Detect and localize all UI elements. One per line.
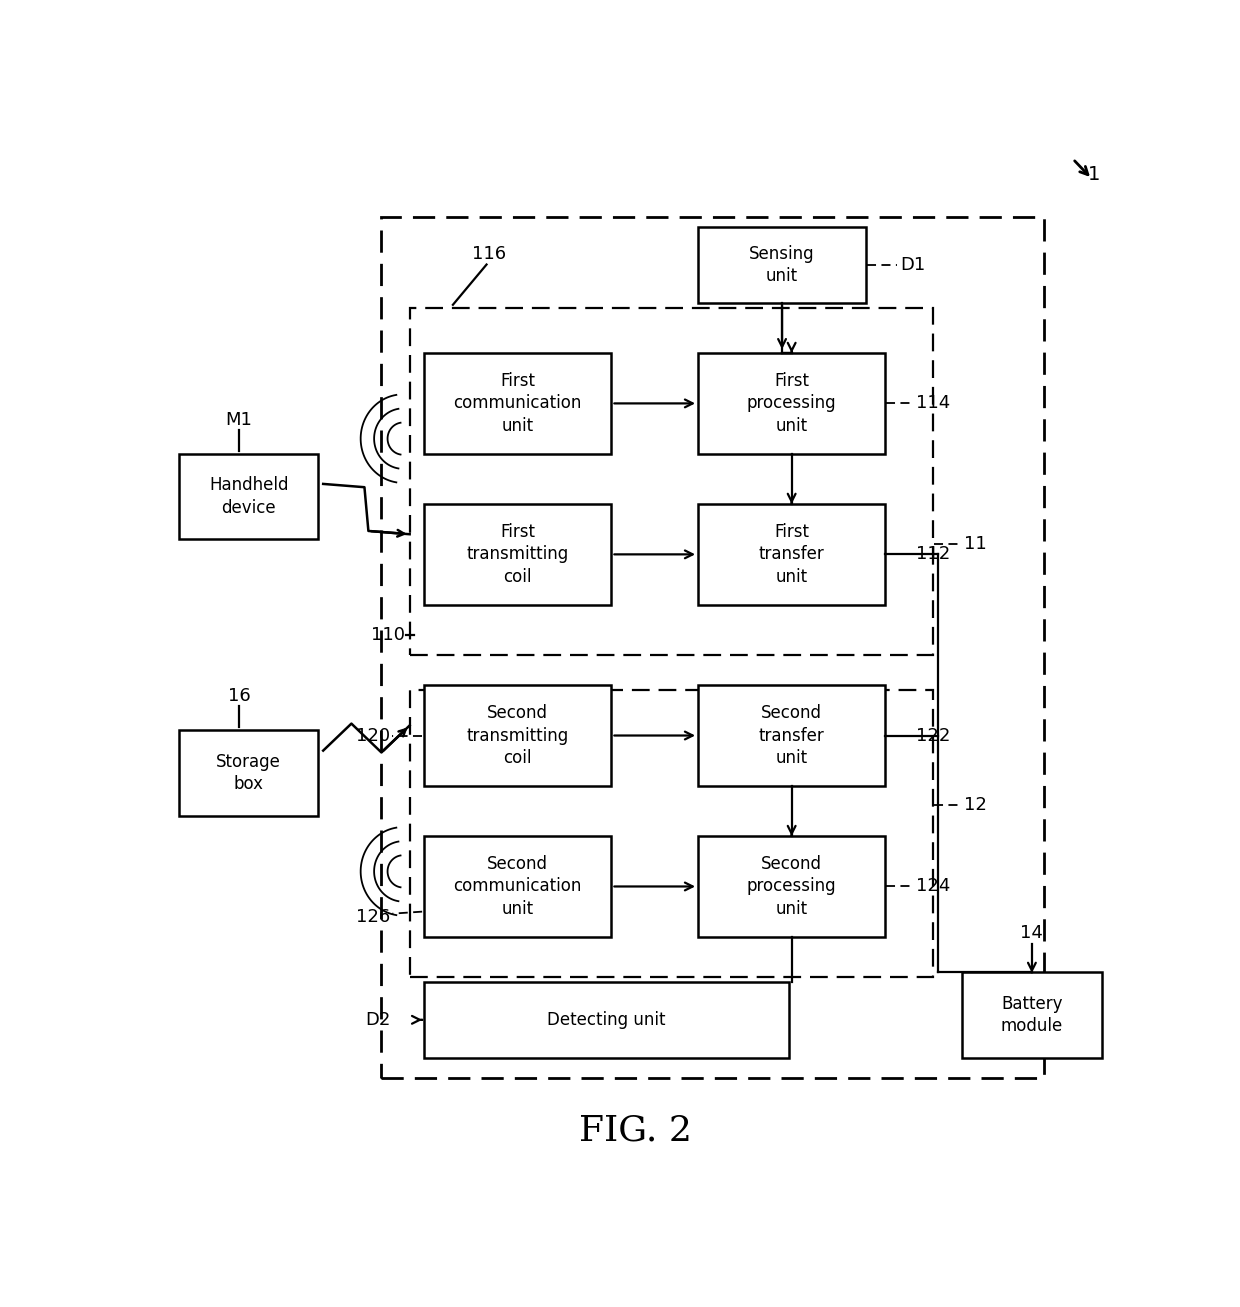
Text: 124: 124	[916, 877, 951, 895]
Bar	[962, 972, 1101, 1057]
Text: 122: 122	[916, 727, 951, 745]
Bar	[698, 353, 885, 454]
Text: Second
transmitting
coil: Second transmitting coil	[466, 704, 569, 767]
Bar	[179, 731, 319, 816]
Bar	[698, 227, 866, 303]
Bar	[381, 217, 1044, 1078]
Bar	[698, 836, 885, 937]
Text: First
communication
unit: First communication unit	[454, 372, 582, 435]
Bar	[179, 454, 319, 540]
Text: 116: 116	[472, 244, 506, 263]
Text: FIG. 2: FIG. 2	[579, 1114, 692, 1148]
Text: 16: 16	[228, 687, 250, 706]
Text: Second
transfer
unit: Second transfer unit	[759, 704, 825, 767]
Text: Second
communication
unit: Second communication unit	[454, 855, 582, 918]
Text: Storage
box: Storage box	[216, 753, 281, 793]
Bar	[698, 505, 885, 605]
Bar	[698, 685, 885, 786]
Text: 12: 12	[965, 796, 987, 814]
Text: Handheld
device: Handheld device	[210, 476, 289, 516]
Text: Sensing
unit: Sensing unit	[749, 244, 815, 285]
Text: 110: 110	[371, 626, 404, 644]
Bar	[424, 685, 611, 786]
Text: Battery
module: Battery module	[1001, 995, 1063, 1035]
Text: M1: M1	[226, 410, 253, 429]
Text: 126: 126	[356, 907, 391, 925]
Bar	[424, 836, 611, 937]
Bar	[424, 505, 611, 605]
Text: 120: 120	[356, 727, 391, 745]
Bar	[424, 982, 789, 1057]
Text: 11: 11	[965, 535, 987, 553]
Bar	[424, 353, 611, 454]
Text: D1: D1	[900, 256, 925, 274]
Text: 14: 14	[1021, 924, 1043, 942]
Text: Second
processing
unit: Second processing unit	[746, 855, 837, 918]
Text: D2: D2	[365, 1010, 391, 1029]
Text: First
transmitting
coil: First transmitting coil	[466, 523, 569, 586]
Text: 114: 114	[916, 395, 950, 413]
Text: First
transfer
unit: First transfer unit	[759, 523, 825, 586]
Text: 112: 112	[916, 545, 950, 563]
Text: Detecting unit: Detecting unit	[547, 1010, 666, 1029]
Text: First
processing
unit: First processing unit	[746, 372, 837, 435]
Bar	[409, 690, 934, 978]
Bar	[409, 308, 934, 655]
Text: 1: 1	[1089, 165, 1101, 184]
